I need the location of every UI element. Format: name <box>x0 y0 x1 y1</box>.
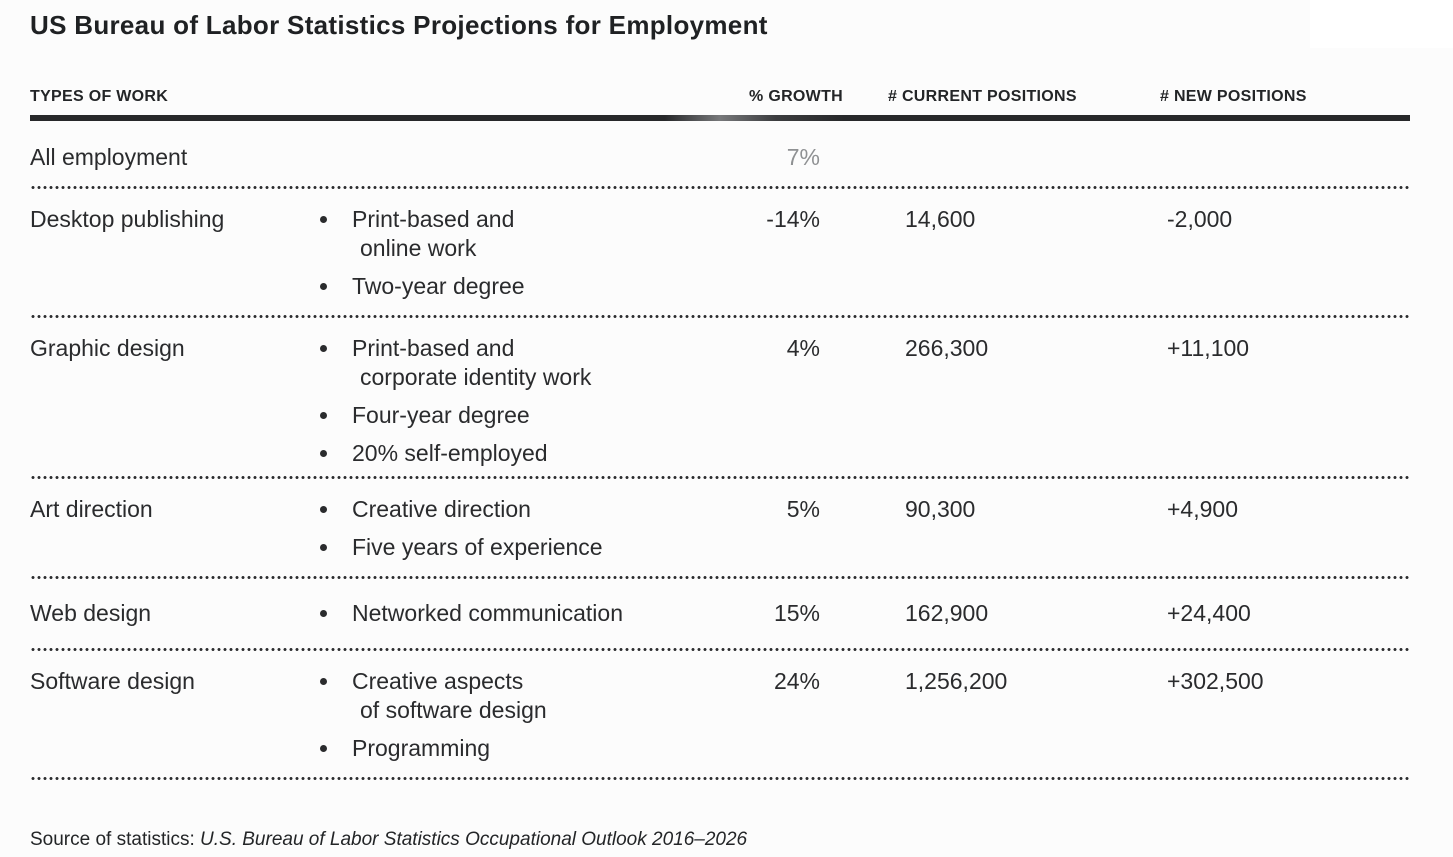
row-separator <box>30 777 1410 780</box>
source-citation: U.S. Bureau of Labor Statistics Occupati… <box>200 829 748 850</box>
row-separator <box>30 476 1410 479</box>
growth-value: 15% <box>773 600 820 626</box>
list-item: Creative aspects of software design <box>315 667 705 725</box>
row-separator <box>30 648 1410 651</box>
note-line: Four-year degree <box>352 402 530 428</box>
current-positions-value: 14,600 <box>905 206 976 232</box>
bullet-icon <box>320 610 327 617</box>
source-label: Source of statistics: <box>30 829 201 850</box>
list-item: 20% self-employed <box>315 439 705 468</box>
new-positions-value: +24,400 <box>1167 600 1251 626</box>
note-line: Creative aspects <box>352 668 524 694</box>
work-notes: Print-based and online work Two-year degr… <box>315 205 705 301</box>
growth-value: 7% <box>786 144 820 170</box>
bullet-icon <box>320 283 327 290</box>
list-item: Print-based and online work <box>315 205 705 263</box>
list-item: Networked communication <box>315 599 705 628</box>
bullet-icon <box>320 544 327 551</box>
table-row: All employment 7% <box>30 121 1410 186</box>
work-notes: Networked communication <box>315 599 705 628</box>
table-header-row: TYPES OF WORK % GROWTH # CURRENT POSITIO… <box>30 87 1410 107</box>
growth-value: 5% <box>786 496 820 522</box>
table-row: Software design Creative aspects of softw… <box>30 651 1410 777</box>
row-separator <box>30 315 1410 318</box>
note-line: Creative direction <box>352 496 531 522</box>
work-type-label: Graphic design <box>30 335 185 361</box>
source-line: Source of statistics: U.S. Bureau of Lab… <box>30 828 1410 852</box>
page-title: US Bureau of Labor Statistics Projection… <box>30 10 768 40</box>
bullet-icon <box>320 345 327 352</box>
current-positions-value: 1,256,200 <box>905 668 1008 694</box>
note-line: 20% self-employed <box>352 440 548 466</box>
bullet-icon <box>320 450 327 457</box>
table-row: Art direction Creative direction Five ye… <box>30 479 1410 576</box>
work-type-label: All employment <box>30 144 188 170</box>
list-item: Print-based and corporate identity work <box>315 334 705 392</box>
table-row: Web design Networked communication 15% 1… <box>30 579 1410 648</box>
note-line: Networked communication <box>352 600 624 626</box>
employment-table: TYPES OF WORK % GROWTH # CURRENT POSITIO… <box>30 87 1410 852</box>
new-positions-value: -2,000 <box>1167 206 1233 232</box>
list-item: Programming <box>315 734 705 763</box>
table-row: Desktop publishing Print-based and online… <box>30 189 1410 315</box>
note-line: Two-year degree <box>352 273 525 299</box>
note-line: online work <box>360 235 477 261</box>
list-item: Four-year degree <box>315 401 705 430</box>
list-item: Two-year degree <box>315 272 705 301</box>
bullet-icon <box>320 412 327 419</box>
current-positions-value: 266,300 <box>905 335 989 361</box>
list-item: Creative direction <box>315 495 705 524</box>
list-item: Five years of experience <box>315 533 705 562</box>
background-artifact <box>1310 0 1453 48</box>
note-line: Print-based and <box>352 206 515 232</box>
new-positions-value: +11,100 <box>1167 335 1250 361</box>
work-type-label: Web design <box>30 600 152 626</box>
work-notes: Print-based and corporate identity work F… <box>315 334 705 468</box>
work-type-label: Software design <box>30 668 195 694</box>
growth-value: -14% <box>766 206 820 232</box>
bullet-icon <box>320 216 327 223</box>
header-rule <box>30 115 1410 121</box>
column-header-new-positions: # NEW POSITIONS <box>1160 88 1307 105</box>
new-positions-value: +302,500 <box>1167 668 1264 694</box>
note-line: of software design <box>360 697 547 723</box>
bullet-icon <box>320 678 327 685</box>
work-notes: Creative aspects of software design Progr… <box>315 667 705 763</box>
note-line: Five years of experience <box>352 534 603 560</box>
bullet-icon <box>320 506 327 513</box>
work-type-label: Art direction <box>30 496 153 522</box>
growth-value: 24% <box>773 668 820 694</box>
work-notes: Creative direction Five years of experie… <box>315 495 705 562</box>
row-separator <box>30 186 1410 189</box>
work-type-label: Desktop publishing <box>30 206 225 232</box>
growth-value: 4% <box>786 335 820 361</box>
note-line: Programming <box>352 735 491 761</box>
row-separator <box>30 576 1410 579</box>
current-positions-value: 90,300 <box>905 496 976 522</box>
current-positions-value: 162,900 <box>905 600 989 626</box>
new-positions-value: +4,900 <box>1167 496 1238 522</box>
table-row: Graphic design Print-based and corporate … <box>30 318 1410 476</box>
column-header-types-of-work: TYPES OF WORK <box>30 88 169 105</box>
column-header-growth: % GROWTH <box>749 88 843 105</box>
column-header-current-positions: # CURRENT POSITIONS <box>888 88 1077 105</box>
note-line: Print-based and <box>352 335 515 361</box>
bullet-icon <box>320 745 327 752</box>
note-line: corporate identity work <box>360 364 592 390</box>
